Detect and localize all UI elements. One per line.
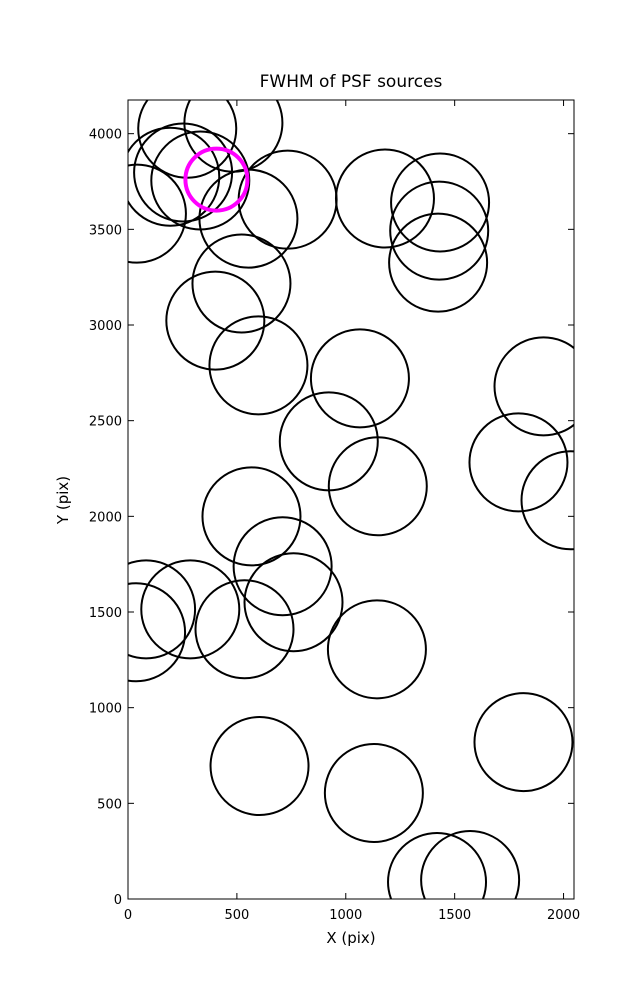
chart-title: FWHM of PSF sources — [260, 72, 443, 92]
x-tick-label: 500 — [224, 908, 249, 923]
source-circle — [420, 830, 521, 899]
source-circle — [191, 233, 292, 334]
source-circle — [137, 100, 238, 179]
source-circle — [390, 152, 491, 253]
source-circle — [208, 315, 309, 416]
source-circle — [232, 516, 333, 617]
source-circle — [323, 743, 424, 844]
source-circle — [128, 559, 197, 660]
y-tick-label: 1000 — [89, 702, 122, 717]
y-tick-label: 3500 — [89, 223, 122, 238]
source-circle — [133, 122, 234, 223]
source-circle — [209, 716, 310, 817]
x-tick-label: 2000 — [547, 908, 580, 923]
source-circle — [140, 559, 241, 660]
plot-area — [128, 100, 574, 899]
source-circle — [128, 126, 221, 227]
x-tick-label: 1000 — [329, 908, 362, 923]
source-circle — [278, 391, 379, 492]
source-circle — [326, 599, 427, 700]
source-circle — [128, 582, 187, 683]
source-circle — [165, 270, 266, 371]
source-circle — [387, 831, 488, 899]
source-circle — [334, 148, 435, 249]
source-circle — [468, 412, 569, 513]
y-tick-label: 2500 — [89, 415, 122, 430]
x-axis-label: X (pix) — [326, 929, 375, 947]
source-circle — [237, 149, 338, 250]
source-circle — [389, 180, 490, 281]
y-tick-label: 500 — [97, 797, 122, 812]
source-circle — [520, 450, 574, 551]
y-tick-label: 4000 — [89, 128, 122, 143]
source-circle — [473, 692, 574, 793]
source-circle — [194, 579, 295, 680]
source-circle — [201, 466, 302, 567]
source-circle — [327, 436, 428, 537]
y-tick-label: 2000 — [89, 510, 122, 525]
source-circle — [243, 552, 344, 653]
y-tick-label: 3000 — [89, 319, 122, 334]
source-circle — [309, 328, 410, 429]
source-circle — [493, 336, 574, 437]
source-circle — [388, 212, 489, 313]
highlighted-source — [183, 146, 250, 213]
y-tick-label: 0 — [114, 893, 122, 908]
x-tick-label: 1500 — [438, 908, 471, 923]
plot-frame — [127, 99, 575, 900]
source-circle — [128, 163, 187, 264]
y-tick-label: 1500 — [89, 606, 122, 621]
x-tick-label: 0 — [124, 908, 132, 923]
y-axis-label: Y (pix) — [54, 476, 72, 525]
